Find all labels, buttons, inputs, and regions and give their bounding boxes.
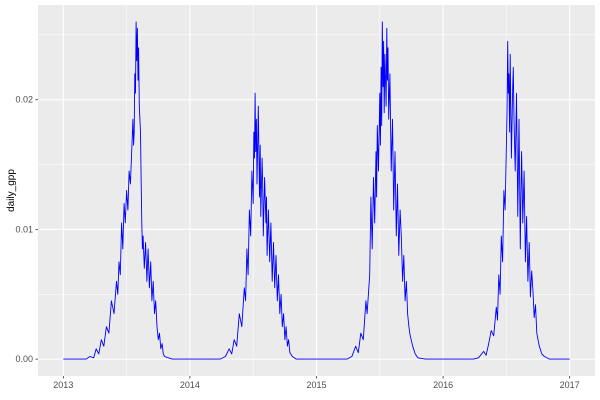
- x-tick-label: 2014: [180, 380, 200, 390]
- y-tick-label: 0.00: [15, 354, 33, 364]
- series-line-daily_gpp: [63, 21, 570, 360]
- axis-labels: 2013 2014 2015 2016 2017 0.00 0.01 0.02: [15, 95, 579, 390]
- x-tick-label: 2015: [306, 380, 326, 390]
- x-tick-label: 2017: [560, 380, 580, 390]
- grid-major: [38, 5, 595, 376]
- axis-ticks: [35, 99, 571, 379]
- x-tick-label: 2013: [53, 380, 73, 390]
- y-tick-label: 0.01: [15, 224, 33, 234]
- y-tick-label: 0.02: [15, 95, 33, 105]
- x-tick-label: 2016: [433, 380, 453, 390]
